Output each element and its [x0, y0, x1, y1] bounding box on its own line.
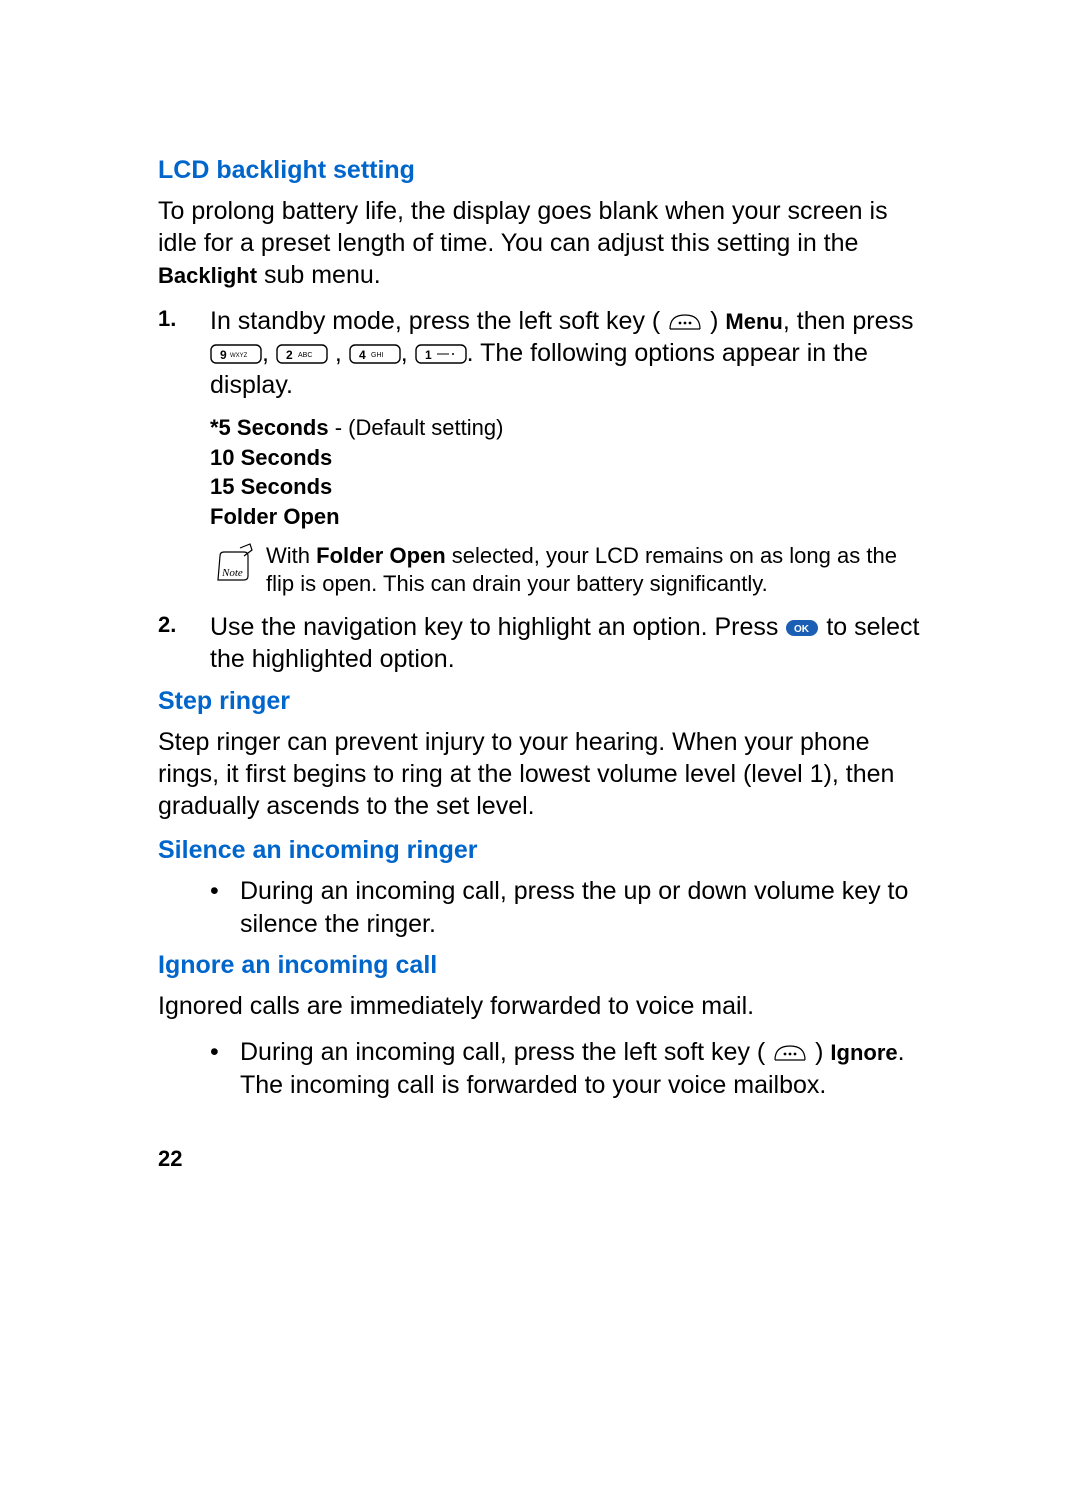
silence-bullet-text: During an incoming call, press the up or… — [240, 875, 930, 941]
heading-silence: Silence an incoming ringer — [158, 836, 930, 865]
key-4-icon: 4 GHI — [349, 342, 401, 366]
lcd-intro-backlight: Backlight — [158, 263, 257, 288]
lcd-intro-c: sub menu. — [257, 261, 381, 289]
step-number: 1. — [158, 305, 210, 401]
svg-text:2: 2 — [286, 348, 293, 362]
svg-text:GHI: GHI — [371, 352, 384, 359]
key-1-icon: 1 — [415, 342, 467, 366]
svg-text:4: 4 — [359, 348, 366, 362]
ig-ignore: Ignore — [830, 1040, 897, 1065]
svg-text:1: 1 — [425, 348, 432, 362]
s1-b: ) — [710, 307, 725, 335]
svg-text:9: 9 — [220, 348, 227, 362]
step-body: Use the navigation key to highlight an o… — [210, 611, 930, 675]
manual-page: LCD backlight setting To prolong battery… — [0, 0, 1080, 1492]
svg-text:ABC: ABC — [298, 352, 312, 359]
ig-b: ) — [815, 1038, 830, 1066]
ok-key-icon: OK — [785, 618, 819, 638]
opt1a: *5 Seconds — [210, 415, 329, 440]
option-15-seconds: 15 Seconds — [210, 472, 930, 502]
lcd-intro: To prolong battery life, the display goe… — [158, 195, 930, 291]
option-folder-open: Folder Open — [210, 502, 930, 532]
heading-step-ringer: Step ringer — [158, 687, 930, 716]
s1-a: In standby mode, press the left soft key… — [210, 307, 660, 335]
lcd-step-2: 2. Use the navigation key to highlight a… — [158, 611, 930, 675]
bullet-marker: • — [210, 1036, 240, 1102]
svg-text:OK: OK — [794, 624, 810, 635]
comma2: , — [328, 339, 349, 367]
ignore-bullet: • During an incoming call, press the lef… — [210, 1036, 930, 1102]
ig-a: During an incoming call, press the left … — [240, 1038, 765, 1066]
bullet-marker: • — [210, 875, 240, 941]
step-ringer-body: Step ringer can prevent injury to your h… — [158, 726, 930, 822]
heading-ignore: Ignore an incoming call — [158, 951, 930, 980]
svg-text:WXYZ: WXYZ — [230, 353, 248, 359]
lcd-step-1: 1. In standby mode, press the left soft … — [158, 305, 930, 401]
s1-c: , then press — [783, 307, 914, 335]
opt1b: - (Default setting) — [329, 415, 504, 440]
step-body: In standby mode, press the left soft key… — [210, 305, 930, 401]
note-text: With Folder Open selected, your LCD rema… — [266, 542, 930, 599]
page-number: 22 — [158, 1146, 182, 1172]
note-a: With — [266, 543, 316, 568]
s1-menu: Menu — [725, 309, 782, 334]
ignore-bullet-body: During an incoming call, press the left … — [240, 1036, 930, 1102]
svg-text:Note: Note — [221, 567, 243, 579]
comma1: , — [262, 339, 276, 367]
silence-bullet: • During an incoming call, press the up … — [210, 875, 930, 941]
note-icon: Note — [210, 542, 256, 584]
note-b: Folder Open — [316, 543, 446, 568]
s2-a: Use the navigation key to highlight an o… — [210, 613, 785, 641]
soft-key-icon — [667, 311, 703, 333]
step-number: 2. — [158, 611, 210, 675]
key-9-icon: 9 WXYZ — [210, 342, 262, 366]
option-10-seconds: 10 Seconds — [210, 443, 930, 473]
option-5-seconds: *5 Seconds - (Default setting) — [210, 413, 930, 443]
backlight-options-list: *5 Seconds - (Default setting) 10 Second… — [210, 413, 930, 532]
lcd-intro-a: To prolong battery life, the display goe… — [158, 197, 888, 257]
soft-key-icon — [772, 1042, 808, 1064]
comma3: , — [401, 339, 415, 367]
key-2-icon: 2 ABC — [276, 342, 328, 366]
heading-lcd: LCD backlight setting — [158, 156, 930, 185]
ignore-intro: Ignored calls are immediately forwarded … — [158, 990, 930, 1022]
note-row: Note With Folder Open selected, your LCD… — [210, 542, 930, 599]
